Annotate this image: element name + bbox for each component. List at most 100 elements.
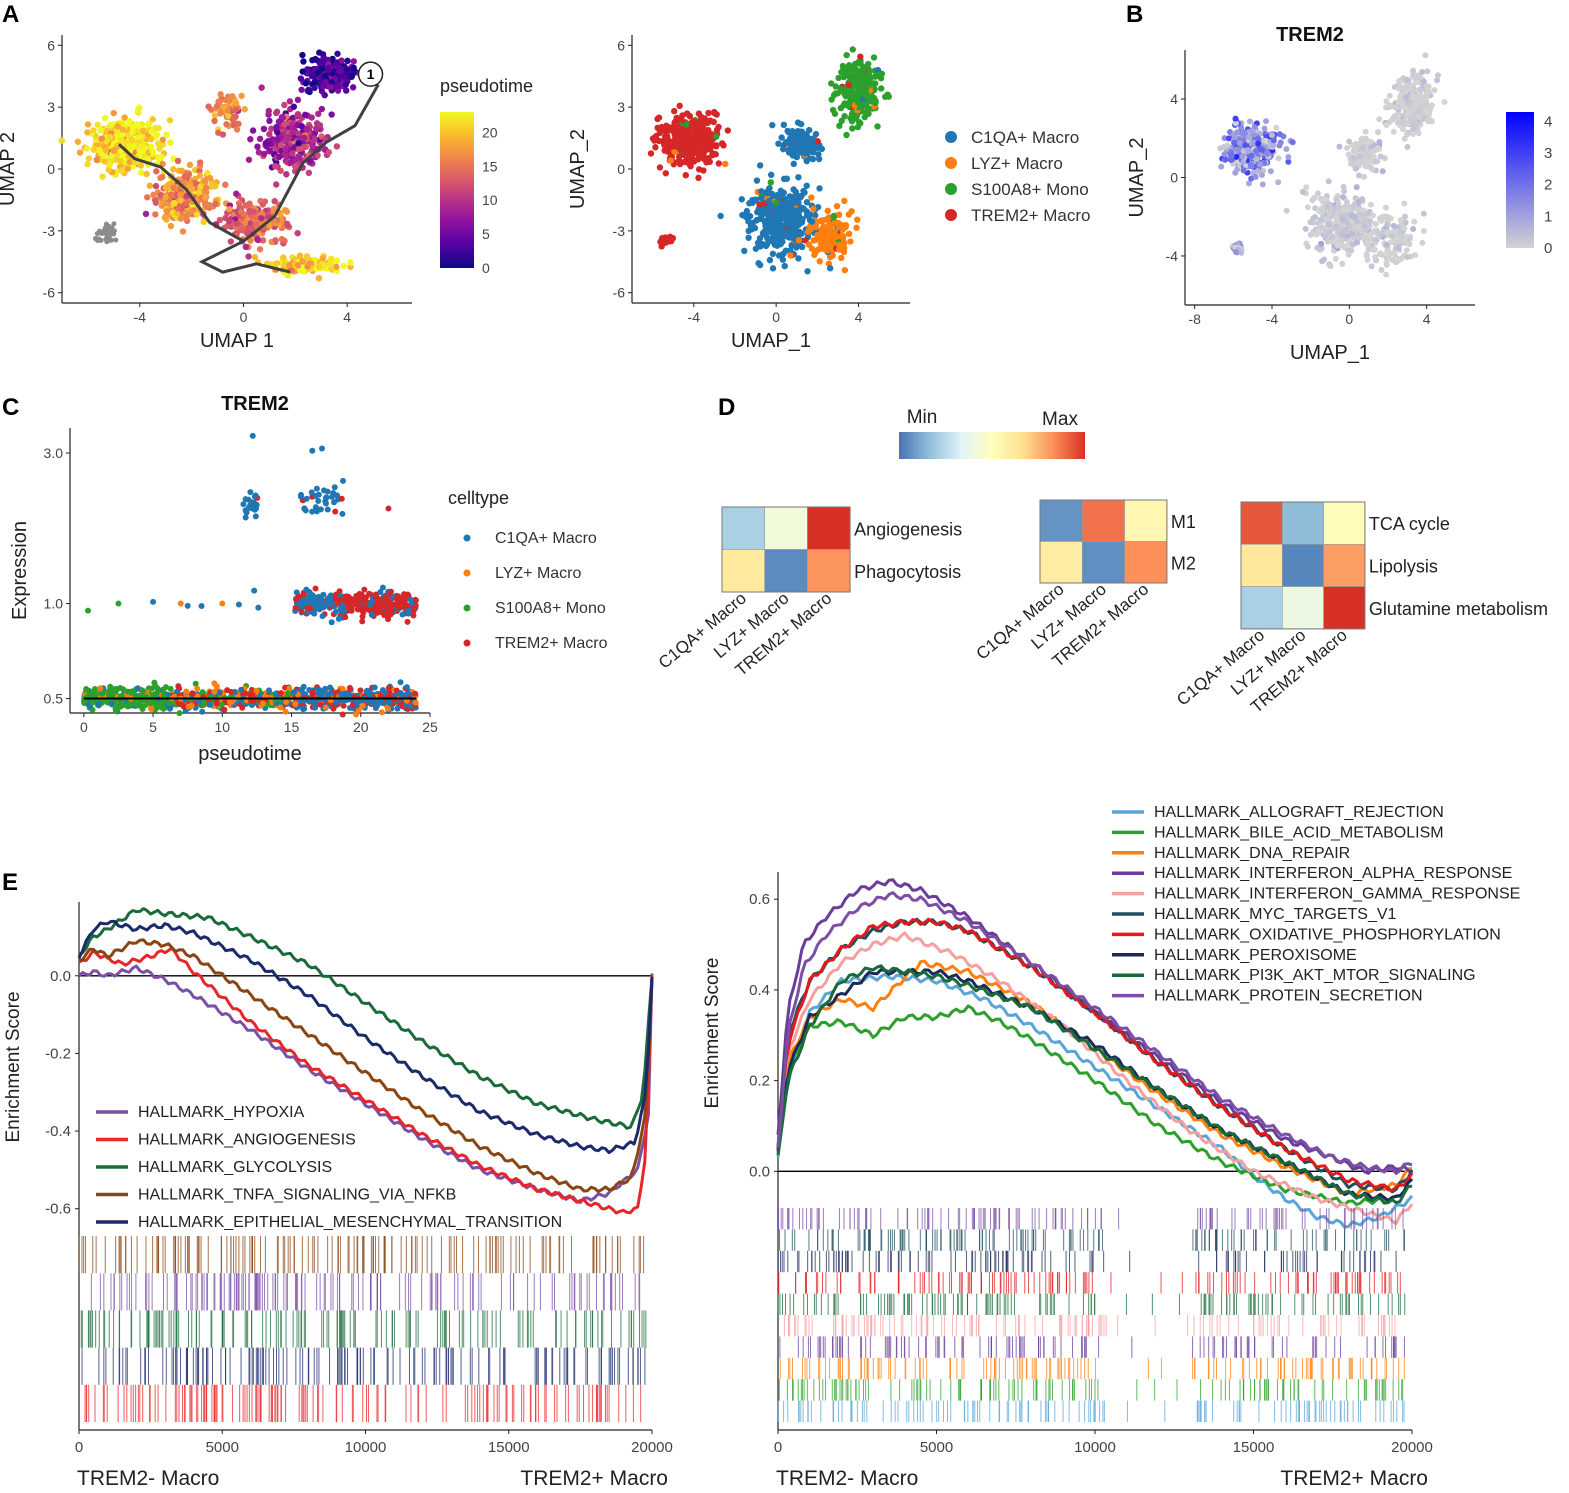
cell-point — [378, 709, 385, 716]
cell-point — [805, 148, 812, 156]
cell-point — [119, 126, 127, 133]
x-tick-label: 5 — [149, 719, 157, 735]
cell-point — [1252, 173, 1259, 180]
cell-point — [1374, 144, 1381, 151]
cell-point — [1355, 160, 1362, 167]
cell-point — [1410, 94, 1417, 101]
cell-point — [1348, 241, 1355, 248]
cell-point — [781, 233, 789, 240]
cell-point — [683, 134, 691, 142]
legend-title: pseudotime — [440, 76, 533, 96]
cell-point — [312, 55, 319, 63]
cell-point — [149, 116, 157, 123]
cell-point — [286, 98, 294, 105]
cell-point — [866, 68, 874, 75]
cell-point — [1383, 241, 1390, 248]
cell-point — [268, 125, 275, 132]
y-tick-label: 6 — [47, 37, 55, 53]
cell-point — [808, 194, 815, 201]
cell-point — [1383, 259, 1390, 266]
cell-point — [1345, 204, 1352, 211]
cell-point — [311, 135, 318, 142]
cell-point — [211, 117, 218, 125]
cell-point — [826, 265, 834, 272]
cell-point — [162, 184, 170, 191]
cell-point — [311, 84, 318, 92]
cell-point — [219, 131, 227, 138]
cell-point — [143, 194, 151, 201]
cell-point — [705, 131, 713, 138]
cell-point — [167, 222, 175, 230]
cell-point — [247, 136, 254, 143]
cell-point — [1248, 163, 1255, 170]
cell-point — [1303, 184, 1310, 191]
cell-point — [1353, 184, 1360, 191]
cell-point — [1234, 147, 1241, 154]
cell-point — [1404, 101, 1411, 108]
cell-point — [848, 208, 855, 215]
cell-point — [154, 140, 162, 147]
cell-point — [1377, 153, 1384, 160]
cell-point — [277, 211, 284, 218]
cell-point — [110, 109, 117, 117]
cell-point — [58, 137, 66, 144]
cell-point — [157, 191, 164, 199]
cell-point — [248, 225, 256, 232]
cell-point — [1261, 125, 1268, 132]
cell-point — [273, 181, 280, 188]
cell-point — [804, 268, 811, 275]
cell-point — [1392, 252, 1399, 259]
y-tick-label: 0 — [1170, 170, 1178, 186]
y-tick-label: 4 — [1170, 91, 1178, 107]
cell-point — [713, 133, 720, 140]
x-tick-label: -4 — [688, 309, 701, 325]
cell-point — [1416, 113, 1423, 120]
cell-point — [1283, 207, 1290, 214]
cell-point — [119, 131, 126, 138]
cell-point — [795, 255, 802, 262]
x-tick-label: -4 — [134, 309, 147, 325]
cell-point — [1405, 109, 1412, 116]
cell-point — [813, 144, 821, 152]
y-tick-label: 3 — [617, 99, 625, 115]
colorbar-tick-label: 20 — [482, 124, 498, 140]
cell-point — [1362, 135, 1369, 142]
cell-point — [117, 148, 124, 155]
cell-point — [1318, 240, 1325, 247]
cell-point — [843, 51, 850, 59]
cell-point — [159, 136, 166, 143]
cell-point — [782, 139, 790, 146]
cell-point — [334, 50, 341, 57]
cell-point — [656, 129, 663, 137]
cell-point — [838, 254, 845, 262]
y-tick-label: 0.5 — [44, 691, 64, 707]
cell-point — [156, 145, 163, 152]
cell-point — [694, 156, 702, 163]
cell-point — [695, 110, 703, 117]
cell-point — [205, 103, 212, 110]
cell-point — [1236, 140, 1243, 147]
cell-point — [273, 123, 280, 131]
cell-point — [303, 253, 311, 260]
cell-point — [1364, 159, 1371, 166]
cell-point — [662, 239, 670, 246]
cell-point — [1231, 139, 1238, 146]
cell-point — [830, 212, 837, 220]
x-tick-label: -8 — [1188, 311, 1201, 327]
cell-point — [771, 231, 779, 239]
cell-point — [114, 123, 121, 130]
cell-point — [240, 211, 247, 218]
cell-point — [795, 174, 802, 181]
cell-point — [804, 212, 812, 220]
cell-point — [1372, 254, 1379, 261]
cell-point — [259, 201, 266, 208]
cell-point — [845, 230, 853, 238]
cell-point — [1364, 256, 1371, 263]
x-tick-label: 25 — [422, 719, 438, 735]
cell-point — [126, 143, 133, 150]
panel-label-c: C — [2, 394, 19, 421]
y-tick-label: -6 — [43, 285, 56, 301]
cell-point — [1351, 201, 1358, 208]
cell-point — [300, 683, 307, 690]
cell-point — [271, 197, 278, 205]
